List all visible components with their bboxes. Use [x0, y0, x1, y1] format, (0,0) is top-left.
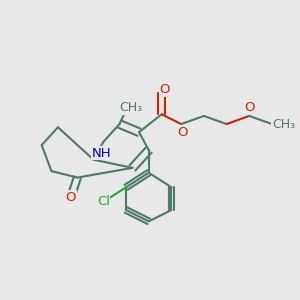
Text: O: O [66, 190, 76, 203]
Text: NH: NH [92, 147, 112, 160]
Text: Cl: Cl [97, 195, 110, 208]
Text: CH₃: CH₃ [272, 118, 295, 130]
Text: CH₃: CH₃ [119, 101, 142, 114]
Text: O: O [178, 126, 188, 139]
Text: O: O [244, 101, 254, 114]
Text: O: O [160, 83, 170, 97]
